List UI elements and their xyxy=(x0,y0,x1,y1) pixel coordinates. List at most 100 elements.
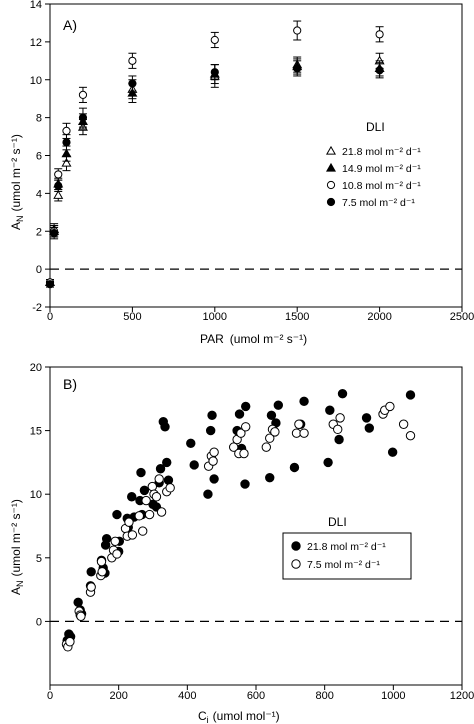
panel-b-label: B) xyxy=(63,376,77,392)
panel-a-point-series-4 xyxy=(62,138,71,147)
panel-b-point-series-1 xyxy=(334,434,344,445)
panel-b-point-series-2 xyxy=(138,526,148,536)
panel-b-point-series-1 xyxy=(266,410,277,421)
panel-b-point-series-1 xyxy=(203,489,213,499)
panel-b-point-series-1 xyxy=(186,438,196,449)
panel-a-legend-marker-2 xyxy=(325,162,337,172)
panel-b-point-series-2 xyxy=(134,511,144,521)
panel-b-point-series-2 xyxy=(127,530,138,540)
panel-a-point-series-3 xyxy=(210,35,219,45)
panel-a-ytick-label: 10 xyxy=(30,75,42,87)
panel-a-legend-label-1: 21.8 mol m⁻² d⁻¹ xyxy=(342,146,421,158)
panel-a-xtick-label: 1500 xyxy=(285,311,309,323)
panel-b-point-series-2 xyxy=(209,447,219,457)
panel-a-point-series-1 xyxy=(61,157,72,167)
panel-b-point-series-2 xyxy=(124,517,134,527)
panel-b-point-series-2 xyxy=(228,442,239,452)
panel-b-point-series-1 xyxy=(163,475,174,485)
panel-b-xlabel: Ci (umol mol⁻¹) xyxy=(198,709,280,724)
panel-b-point-series-1 xyxy=(387,447,398,457)
panel-b-point-series-1 xyxy=(160,422,170,432)
panel-a-legend-marker-3 xyxy=(326,180,336,190)
panel-b-point-series-1 xyxy=(265,472,275,483)
panel-b-point-series-2 xyxy=(86,582,96,592)
panel-b-legend-marker-1 xyxy=(291,541,301,551)
panel-a-point-series-3 xyxy=(128,56,137,65)
panel-b-point-series-2 xyxy=(65,637,75,647)
panel-b-xtick-label: 600 xyxy=(247,690,265,702)
panel-b-xtick-label: 1000 xyxy=(381,690,405,702)
panel-b-point-series-1 xyxy=(325,405,335,415)
panel-a-point-series-3 xyxy=(293,26,302,35)
panel-b-point-series-2 xyxy=(241,422,251,432)
panel-b-point-series-2 xyxy=(398,419,409,429)
panel-b-point-series-2 xyxy=(97,567,107,577)
panel-a-ytick-label: 2 xyxy=(36,226,42,238)
panel-a-point-series-1 xyxy=(53,190,64,199)
panel-b-point-series-2 xyxy=(405,430,416,441)
panel-b-point-series-1 xyxy=(405,390,416,400)
panel-a-ytick-label: 6 xyxy=(36,151,42,163)
panel-a-label: A) xyxy=(63,17,77,33)
panel-b-point-series-2 xyxy=(208,456,218,466)
panel-a-legend-label-4: 7.5 mol m⁻² d⁻¹ xyxy=(342,197,415,209)
panel-a-ytick-label: -2 xyxy=(32,302,42,314)
panel-a-xtick-label: 0 xyxy=(47,311,53,323)
panel-b-point-series-2 xyxy=(141,495,151,506)
panel-a-point-series-4 xyxy=(293,64,302,73)
panel-b-point-series-2 xyxy=(147,481,158,492)
panel-b-point-series-1 xyxy=(189,460,199,470)
panel-a-plot: A) PAR (umol m⁻² s⁻¹) AN(umol m⁻² s⁻¹) DL… xyxy=(9,0,474,346)
panel-b-legend-marker-2 xyxy=(291,559,301,569)
panel-a-point-series-4 xyxy=(375,66,384,75)
panel-a-point-series-3 xyxy=(375,30,384,39)
panel-b-point-series-2 xyxy=(96,556,107,567)
panel-b-point-series-2 xyxy=(76,611,86,622)
panel-a-point-series-3 xyxy=(62,126,71,135)
panel-b-point-series-1 xyxy=(361,413,372,423)
panel-a-legend-box xyxy=(323,140,453,226)
panel-b-point-series-1 xyxy=(273,400,284,410)
panel-b-point-series-1 xyxy=(240,479,250,489)
panel-a-point-series-4 xyxy=(50,229,59,238)
panel-b-point-series-1 xyxy=(241,401,251,412)
panel-b-point-series-2 xyxy=(236,428,246,438)
panel-b-xtick-label: 200 xyxy=(109,690,127,702)
panel-b-frame xyxy=(49,366,463,686)
panel-b-point-series-2 xyxy=(385,401,395,412)
panel-b-point-series-1 xyxy=(299,396,309,407)
panel-a-legend-title: DLI xyxy=(366,120,385,134)
panel-b-point-series-1 xyxy=(205,425,216,436)
panel-b-ytick-label: 20 xyxy=(30,362,42,374)
panel-b-legend-title: DLI xyxy=(328,515,347,529)
panel-b-point-series-2 xyxy=(335,413,345,423)
panel-a-point-series-4 xyxy=(45,280,55,289)
panel-a-legend-label-2: 14.9 mol m⁻² d⁻¹ xyxy=(342,163,421,175)
panel-a-point-series-3 xyxy=(78,90,88,100)
panel-b-legend: DLI 21.8 mol m⁻² d⁻¹ 7.5 mol m⁻² d⁻¹ xyxy=(282,515,412,580)
panel-a-ytick-label: 4 xyxy=(36,188,42,200)
panel-a-legend: DLI 21.8 mol m⁻² d⁻¹ 14.9 mol m⁻² d⁻¹ 10.8… xyxy=(323,120,453,226)
panel-a-point-series-2 xyxy=(61,148,72,158)
panel-b-point-series-1 xyxy=(323,457,333,468)
panel-a-ytick-label: 0 xyxy=(36,264,42,276)
panel-a-xtick-label: 2500 xyxy=(450,311,474,323)
panel-b-point-series-1 xyxy=(86,567,96,577)
panel-b-xtick-label: 800 xyxy=(315,690,333,702)
panel-b-point-series-1 xyxy=(101,534,112,544)
panel-b-point-series-2 xyxy=(154,474,164,484)
panel-b-point-series-2 xyxy=(333,424,343,435)
panel-a-ytick-label: 12 xyxy=(30,37,42,49)
panel-b-plot: B) Ci (umol mol⁻¹) AN(umol m⁻² s⁻¹) DLI 2… xyxy=(9,362,474,724)
panel-b-point-series-1 xyxy=(155,464,166,474)
panel-b-point-series-2 xyxy=(165,483,175,493)
panel-b-ytick-label: 0 xyxy=(36,616,42,628)
panel-a-xtick-label: 1000 xyxy=(203,311,227,323)
panel-b-ylabel: AN(umol m⁻² s⁻¹) xyxy=(9,499,25,595)
panel-b-point-series-2 xyxy=(112,549,122,559)
panel-a-point-series-4 xyxy=(78,113,88,122)
panel-a-legend-marker-4 xyxy=(326,197,336,207)
panel-a-ytick-label: 14 xyxy=(30,0,42,11)
panel-b-ytick-label: 15 xyxy=(30,426,42,438)
